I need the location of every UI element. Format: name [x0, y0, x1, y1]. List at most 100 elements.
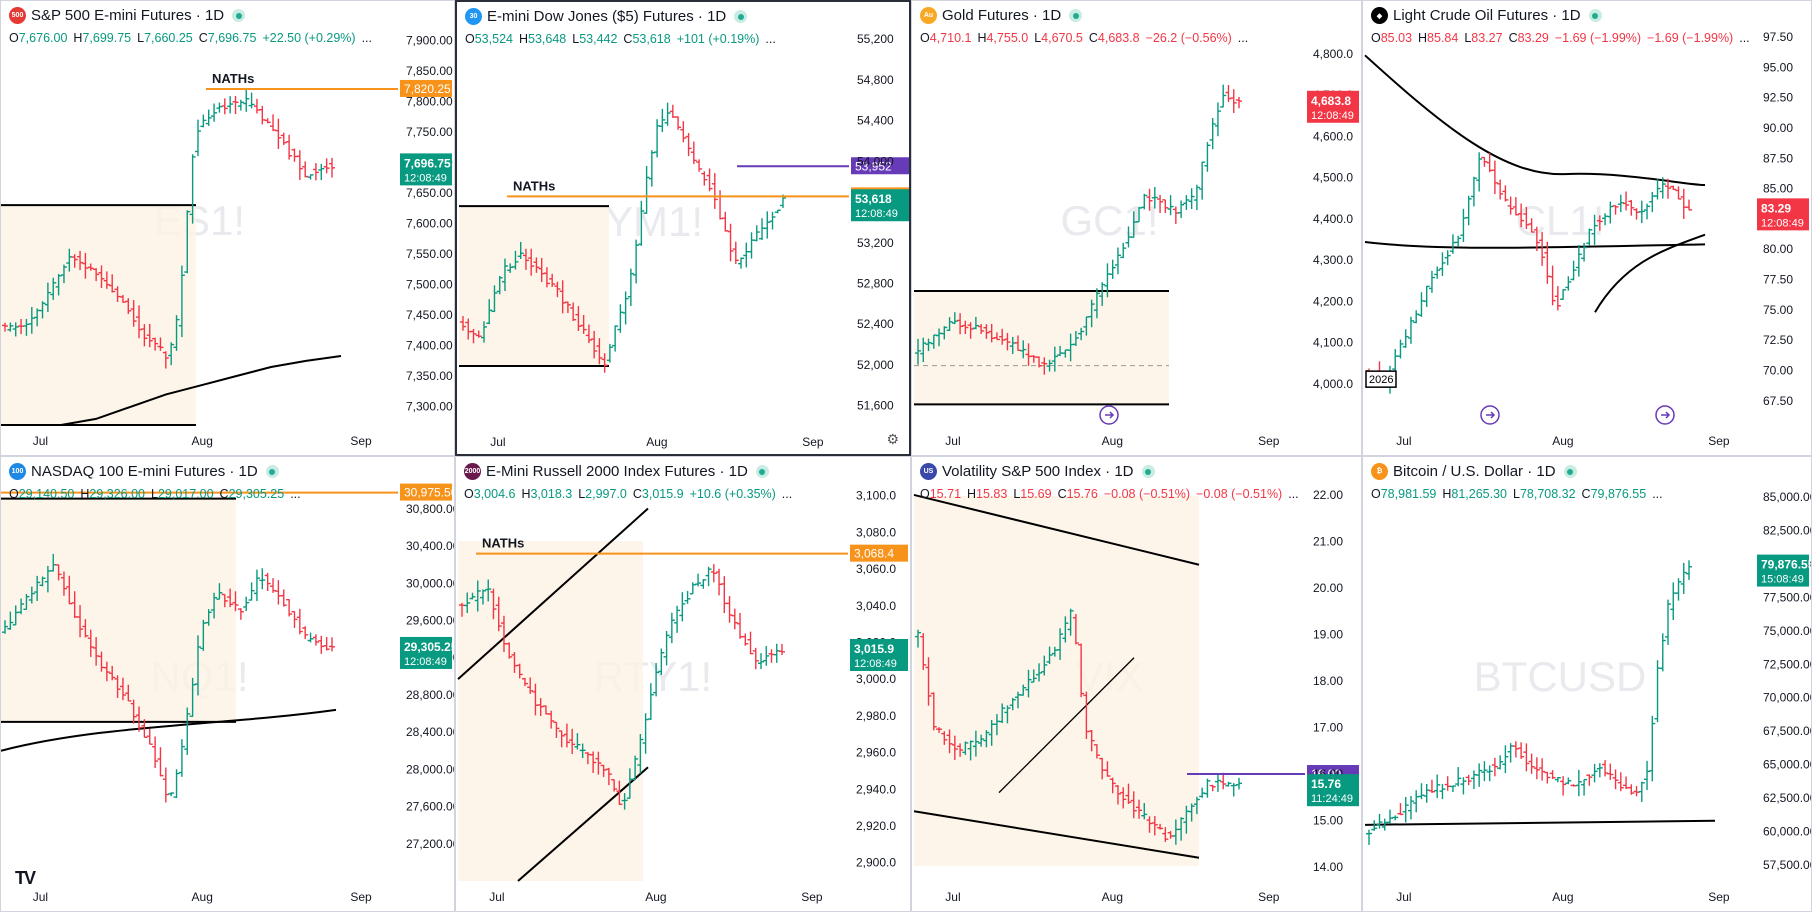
- y-tick-label: 97.50: [1763, 30, 1793, 44]
- chart-canvas: BTCUSD85,000.0082,500.0080,000.0077,500.…: [1364, 490, 1812, 904]
- ohlc-bar: [1178, 200, 1185, 219]
- chart-panel[interactable]: US Volatility S&P 500 Index · 1D O15.71 H15…: [911, 456, 1362, 912]
- ohlc-key: L: [578, 487, 586, 501]
- x-tick-label: Sep: [1708, 434, 1730, 448]
- ohlc-readout: O78,981.59 H81,265.30 L78,708.32 C79,876.55…: [1371, 487, 1663, 501]
- ohlc-l-value: 78,708.32: [1519, 487, 1576, 501]
- ohlc-bar: [1444, 250, 1451, 266]
- y-tick-label: 4,000.0: [1313, 377, 1353, 391]
- ohlc-bar: [941, 731, 948, 745]
- level-price-text: 7,820.25: [404, 82, 451, 96]
- ohlc-bar: [1413, 310, 1420, 324]
- chart-header[interactable]: 500 S&P 500 E-mini Futures · 1D: [9, 7, 246, 24]
- ohlc-bar: [622, 291, 629, 325]
- y-tick-label: 4,200.0: [1313, 294, 1353, 308]
- chart-panel[interactable]: 100 NASDAQ 100 E-mini Futures · 1D O29,140…: [0, 456, 455, 912]
- ohlc-bar: [1560, 776, 1567, 796]
- ohlc-bar: [1167, 195, 1174, 216]
- ohlc-bar: [7, 322, 14, 332]
- ohlc-bar: [1057, 628, 1064, 660]
- ohlc-bar: [1209, 784, 1216, 792]
- ohlc-key: H: [80, 487, 90, 501]
- ohlc-bar: [695, 573, 702, 587]
- ohlc-key: L: [1013, 487, 1021, 501]
- more-icon[interactable]: ...: [1739, 31, 1750, 45]
- chart-header[interactable]: US Volatility S&P 500 Index · 1D: [920, 463, 1155, 480]
- y-tick-label: 30,400.00: [406, 539, 455, 553]
- ohlc-l-value: 53,442: [579, 32, 618, 46]
- ohlc-bar: [1486, 765, 1493, 782]
- ohlc-bar: [486, 299, 493, 325]
- ohlc-bar: [216, 583, 223, 600]
- chart-panel[interactable]: ◆ Light Crude Oil Futures · 1D O85.03 H85.8…: [1362, 0, 1812, 456]
- ohlc-bar: [1497, 755, 1504, 770]
- chart-panel[interactable]: 30 E-mini Dow Jones ($5) Futures · 1D O53,…: [455, 0, 911, 456]
- more-icon[interactable]: ...: [1237, 31, 1249, 45]
- more-icon[interactable]: ...: [765, 32, 776, 46]
- ohlc-bar: [743, 242, 750, 268]
- chart-title: Light Crude Oil Futures · 1D: [1393, 7, 1581, 24]
- y-tick-label: 52,000: [857, 358, 894, 372]
- x-tick-label: Jul: [33, 434, 48, 448]
- ohlc-bar: [1230, 89, 1237, 113]
- y-tick-label: 22.00: [1313, 488, 1343, 502]
- more-icon[interactable]: ...: [290, 487, 301, 501]
- ohlc-bar: [1136, 799, 1143, 819]
- ohlc-bar: [1612, 205, 1619, 215]
- ohlc-bar: [109, 274, 116, 293]
- settings-gear-icon[interactable]: ⚙: [886, 431, 899, 447]
- market-status-icon: [1069, 9, 1083, 22]
- more-icon[interactable]: ...: [1288, 487, 1299, 501]
- y-tick-label: 62,500.00: [1763, 791, 1812, 805]
- chart-header[interactable]: ₿ Bitcoin / U.S. Dollar · 1D: [1371, 463, 1577, 480]
- y-tick-label: 18.00: [1313, 674, 1343, 688]
- ohlc-bar: [275, 580, 282, 605]
- ohlc-bar: [87, 263, 94, 271]
- chart-canvas: GC1!4,800.04,700.04,600.04,500.04,400.04…: [914, 47, 1359, 448]
- ohlc-bar: [1591, 763, 1598, 783]
- level-price-tag: [851, 157, 909, 175]
- chart-panel[interactable]: 500 S&P 500 E-mini Futures · 1D O7,676.00 H…: [0, 0, 455, 456]
- last-price-tag: [1307, 90, 1359, 123]
- ohlc-bar: [1020, 684, 1027, 696]
- ohlc-bar: [1439, 783, 1446, 800]
- ohlc-bar: [1407, 316, 1414, 344]
- ohlc-bar: [205, 109, 212, 126]
- ohlc-bar: [469, 592, 476, 600]
- ohlc-readout: O15.71 H15.83 L15.69 C15.76 −0.08 (−0.51%) −0…: [920, 487, 1299, 501]
- chart-panel[interactable]: ₿ Bitcoin / U.S. Dollar · 1D O78,981.59 H81…: [1362, 456, 1812, 912]
- y-tick-label: 21.00: [1313, 534, 1343, 548]
- chart-header[interactable]: ◆ Light Crude Oil Futures · 1D: [1371, 7, 1602, 24]
- ohlc-bar: [82, 619, 89, 638]
- ohlc-bar: [1586, 228, 1593, 246]
- ohlc-bar: [1586, 774, 1593, 786]
- level-label: NATHs: [482, 536, 524, 551]
- ohlc-bar: [711, 173, 718, 209]
- market-status-icon: [1563, 465, 1577, 478]
- chart-panel[interactable]: 2000 E-Mini Russell 2000 Index Futures · …: [455, 456, 911, 912]
- ohlc-bar: [920, 337, 927, 363]
- chart-header[interactable]: 100 NASDAQ 100 E-mini Futures · 1D: [9, 463, 279, 480]
- chart-panel[interactable]: Au Gold Futures · 1D O4,710.1 H4,755.0 L4,67…: [911, 0, 1362, 456]
- x-tick-label: Sep: [1258, 434, 1280, 448]
- chart-header[interactable]: Au Gold Futures · 1D: [920, 7, 1083, 24]
- ohlc-o-value: 4,710.1: [929, 31, 972, 45]
- ohlc-bar: [621, 793, 628, 810]
- ohlc-bar: [738, 257, 745, 269]
- ohlc-bar: [495, 596, 502, 632]
- ohlc-bar: [12, 322, 19, 337]
- y-tick-label: 3,100.0: [856, 489, 896, 503]
- last-price-tag: [850, 638, 908, 671]
- more-icon[interactable]: ...: [361, 31, 372, 45]
- ohlc-bar: [920, 632, 927, 671]
- chart-header[interactable]: 2000 E-Mini Russell 2000 Index Futures · …: [464, 463, 769, 480]
- ohlc-bar: [286, 134, 293, 160]
- ohlc-bar: [1413, 790, 1420, 813]
- more-icon[interactable]: ...: [1652, 487, 1663, 501]
- ohlc-bar: [642, 713, 649, 754]
- y-tick-label: 4,300.0: [1313, 253, 1353, 267]
- more-icon[interactable]: ...: [781, 487, 793, 501]
- ohlc-bar: [669, 104, 676, 118]
- chart-header[interactable]: 30 E-mini Dow Jones ($5) Futures · 1D: [465, 8, 748, 25]
